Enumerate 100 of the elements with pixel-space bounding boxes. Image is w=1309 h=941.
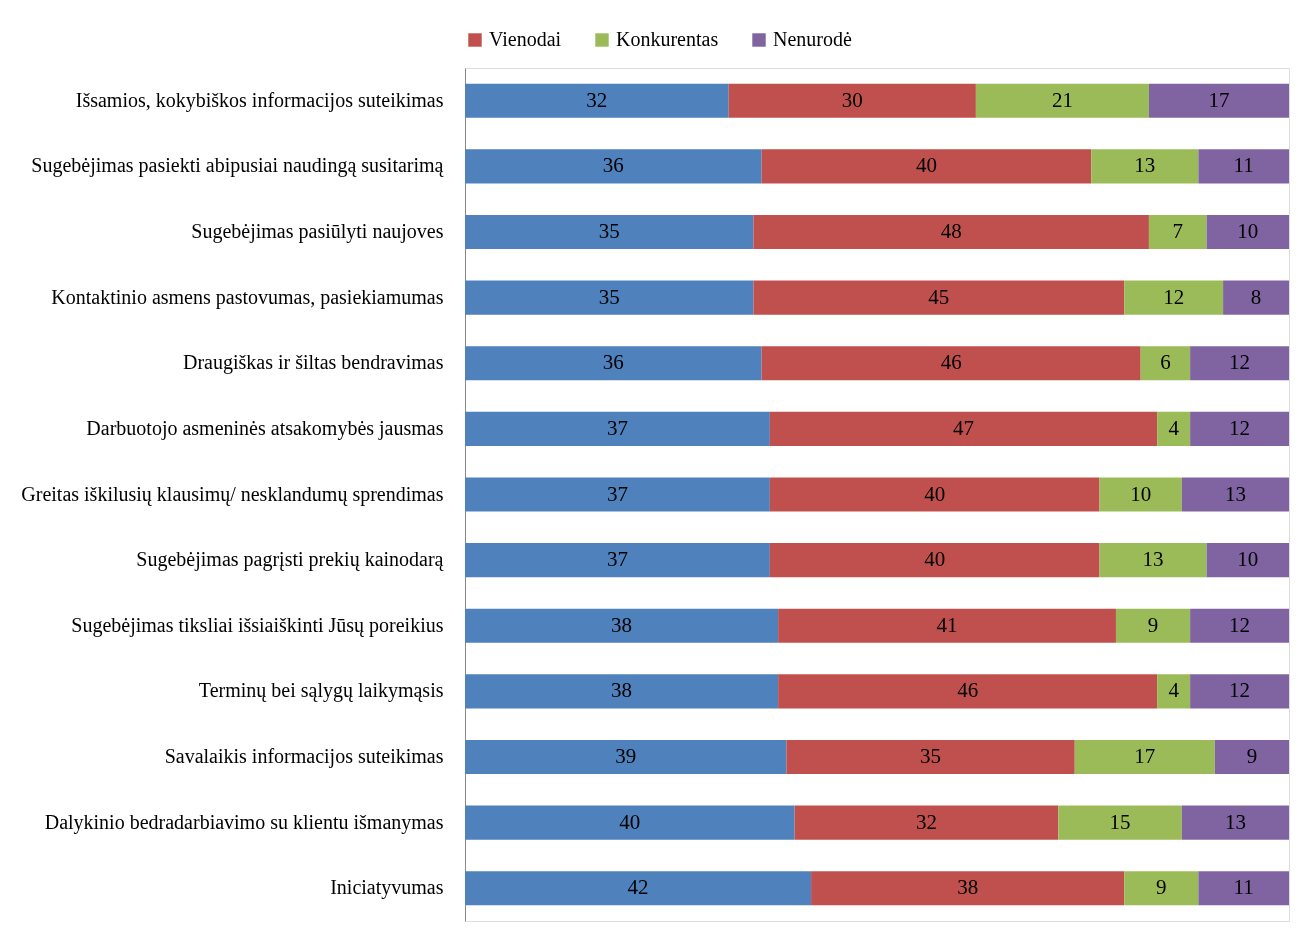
data-label: 13 (1224, 809, 1246, 834)
y-tick-label: Sugebėjimas pasiekti abipusiai naudingą susitarimą (31, 154, 445, 178)
y-tick-label: Terminų bei sąlygų laikymąsis (198, 679, 444, 703)
bar (465, 674, 779, 709)
data-label: 38 (611, 612, 633, 637)
bar (465, 149, 762, 184)
data-label: 45 (928, 284, 950, 309)
data-label: 8 (1250, 284, 1262, 309)
data-label: 40 (619, 809, 641, 834)
y-tick-label: Greitas iškilusių klausimų/ nesklandumų sprendimas (21, 482, 444, 506)
data-label: 10 (1130, 481, 1152, 506)
y-tick-label: Kontaktinio asmens pastovumas, pasiekiamumas (51, 285, 444, 309)
bar (1157, 411, 1191, 446)
data-label: 10 (1237, 547, 1259, 572)
data-label: 13 (1224, 481, 1246, 506)
data-label: 38 (611, 678, 633, 703)
bar (1099, 477, 1182, 512)
bar (1091, 149, 1199, 184)
bar (1206, 543, 1289, 578)
data-label: 32 (915, 809, 937, 834)
bar (769, 477, 1100, 512)
data-label: 13 (1134, 153, 1156, 178)
data-label: 46 (957, 678, 979, 703)
bar (728, 83, 976, 118)
bar (465, 871, 812, 906)
bar (1190, 608, 1289, 643)
bar (465, 411, 770, 446)
data-label: 12 (1163, 284, 1185, 309)
y-tick-label: Sugebėjimas pagrįsti prekių kainodarą (136, 548, 445, 572)
bar (465, 739, 787, 775)
data-label: 11 (1233, 153, 1254, 178)
y-tick-label: Draugiškas ir šiltas bendravimas (183, 351, 444, 375)
bar (465, 608, 779, 643)
data-label: 36 (602, 153, 624, 178)
bar (1124, 280, 1224, 315)
data-label: 12 (1229, 678, 1251, 703)
data-label: 35 (598, 219, 620, 244)
bar (1214, 739, 1289, 775)
data-label: 13 (1142, 547, 1164, 572)
y-tick-label: Iniciatyvumas (330, 876, 444, 900)
y-tick-label: Išsamios, kokybiškos informacijos suteikimas (75, 88, 444, 112)
data-label: 7 (1172, 219, 1184, 244)
bar (1198, 149, 1289, 184)
data-label: 37 (606, 547, 628, 572)
data-label: 40 (924, 547, 946, 572)
bar (465, 214, 754, 250)
bar (465, 805, 795, 840)
data-label: 40 (915, 153, 937, 178)
bar (1148, 83, 1289, 118)
y-tick-label: Darbuotojo asmeninės atsakomybės jausmas (86, 416, 444, 440)
bar (465, 83, 729, 118)
legend-label: Nenurodė (773, 28, 852, 50)
bar (794, 805, 1059, 840)
data-label: 10 (1237, 219, 1259, 244)
data-label: 30 (841, 87, 863, 112)
data-label: 4 (1168, 678, 1180, 703)
bar (1099, 543, 1207, 578)
bar (1181, 477, 1289, 512)
data-label: 9 (1246, 743, 1258, 768)
legend-label: Konkurentas (616, 28, 719, 50)
data-label: 32 (586, 87, 608, 112)
data-label: 11 (1233, 875, 1254, 900)
data-label: 17 (1134, 743, 1156, 768)
bar (786, 739, 1075, 775)
bar (761, 149, 1092, 184)
data-label: 48 (940, 219, 962, 244)
data-label: 12 (1229, 350, 1251, 375)
data-label: 12 (1229, 415, 1251, 440)
bar (811, 871, 1125, 906)
data-label: 47 (953, 415, 975, 440)
data-label: 36 (602, 350, 624, 375)
y-tick-label: Sugebėjimas pasiūlyti naujoves (191, 220, 444, 244)
data-label: 38 (957, 875, 979, 900)
bar (1190, 411, 1289, 446)
bar (465, 346, 762, 381)
bar (1198, 871, 1289, 906)
data-label: 46 (940, 350, 962, 375)
data-label: 35 (598, 284, 620, 309)
y-tick-label: Dalykinio bedradarbiavimo su klientu išmanymas (44, 810, 444, 834)
bar (1140, 346, 1191, 381)
bar (1124, 871, 1199, 906)
data-label: 40 (924, 481, 946, 506)
data-label: 4 (1168, 415, 1180, 440)
bar (1190, 346, 1289, 381)
bar (761, 346, 1141, 381)
y-tick-label: Savalaikis informacijos suteikimas (164, 744, 444, 768)
bar (465, 543, 770, 578)
data-label: 37 (606, 415, 628, 440)
data-label: 6 (1160, 350, 1171, 375)
bar (1157, 674, 1191, 709)
bar (778, 674, 1158, 709)
bar (465, 477, 770, 512)
bar (1058, 805, 1182, 840)
bar (778, 608, 1116, 643)
bar (1115, 608, 1191, 643)
bar (465, 280, 754, 315)
bar (769, 543, 1100, 578)
data-label: 9 (1156, 875, 1167, 900)
data-label: 39 (615, 743, 637, 768)
bar (769, 411, 1158, 446)
